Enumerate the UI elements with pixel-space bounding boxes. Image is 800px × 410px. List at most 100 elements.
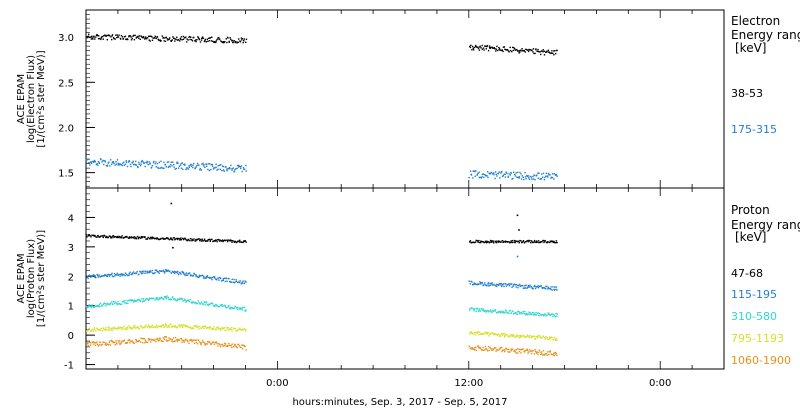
data-point <box>522 348 524 350</box>
data-point <box>239 41 242 43</box>
data-point <box>536 285 539 288</box>
data-point <box>513 335 515 337</box>
data-point <box>506 348 508 351</box>
data-point <box>539 285 541 288</box>
data-point <box>119 237 121 239</box>
data-point <box>212 165 214 167</box>
data-point <box>189 164 191 166</box>
data-point <box>491 47 494 49</box>
data-point <box>122 327 124 329</box>
data-point <box>99 329 102 331</box>
data-point <box>202 162 204 164</box>
data-point <box>236 307 239 309</box>
data-point <box>541 241 543 243</box>
data-point <box>529 312 531 314</box>
data-point <box>478 308 480 310</box>
data-point <box>196 343 199 345</box>
data-point <box>231 307 233 309</box>
data-point <box>489 239 492 242</box>
data-point <box>118 34 120 36</box>
data-point <box>177 162 179 164</box>
data-point <box>236 167 238 170</box>
data-point <box>532 48 535 50</box>
data-point <box>91 341 94 343</box>
data-point <box>101 161 103 163</box>
data-point <box>554 351 556 354</box>
data-point <box>101 36 103 38</box>
data-point <box>491 311 493 314</box>
data-point <box>124 236 127 238</box>
data-point <box>105 236 107 239</box>
data-point <box>471 307 473 309</box>
data-point <box>157 271 159 273</box>
data-point <box>104 302 106 305</box>
data-point <box>505 334 507 336</box>
data-point <box>183 37 186 39</box>
data-point <box>129 299 131 301</box>
data-point <box>550 286 552 288</box>
data-point <box>192 164 194 166</box>
data-point <box>207 341 209 343</box>
data-point <box>542 172 545 175</box>
data-point <box>215 41 217 44</box>
data-point <box>123 36 126 38</box>
data-point <box>555 52 557 55</box>
data-point <box>556 354 558 356</box>
data-point <box>100 235 102 237</box>
data-point <box>128 325 130 327</box>
data-point <box>220 240 223 242</box>
data-point <box>227 305 230 308</box>
data-point <box>226 280 228 282</box>
data-point <box>98 304 101 306</box>
data-point <box>510 172 512 174</box>
data-point <box>510 241 512 243</box>
data-point <box>161 35 163 37</box>
data-point <box>521 313 523 315</box>
data-point <box>481 44 483 47</box>
data-point <box>195 238 197 241</box>
series-1060-1900 <box>86 336 558 357</box>
data-point <box>154 163 156 165</box>
data-point <box>106 39 108 41</box>
data-point <box>495 48 497 50</box>
data-point <box>512 46 514 49</box>
data-point <box>94 38 96 40</box>
data-point <box>123 236 126 239</box>
data-point <box>491 284 493 286</box>
data-point <box>520 49 522 51</box>
data-point <box>538 312 541 315</box>
data-point <box>504 312 506 314</box>
data-point <box>91 275 93 277</box>
data-point <box>188 166 191 168</box>
data-point <box>222 41 225 43</box>
data-point <box>176 338 178 341</box>
data-point <box>116 36 119 38</box>
data-point <box>169 323 171 326</box>
data-point <box>539 177 542 180</box>
data-point <box>146 37 149 39</box>
data-point <box>144 236 146 238</box>
data-point <box>125 302 127 304</box>
data-point <box>129 236 131 238</box>
data-point <box>473 310 475 312</box>
data-point <box>231 168 233 170</box>
data-point <box>144 339 146 341</box>
data-point <box>186 167 188 170</box>
data-point <box>486 45 489 47</box>
y-axis-label-line: log(Electron Flux) <box>26 55 37 143</box>
data-point <box>173 297 176 300</box>
data-point <box>119 273 122 275</box>
data-point <box>142 272 144 274</box>
data-point <box>511 241 514 244</box>
data-point <box>542 287 545 289</box>
data-point <box>542 335 544 337</box>
data-point <box>88 33 90 36</box>
data-point <box>174 38 176 40</box>
data-point <box>172 36 174 38</box>
data-point <box>523 312 525 315</box>
data-point <box>215 328 217 331</box>
data-point <box>176 162 178 165</box>
data-point <box>118 303 120 305</box>
data-point <box>110 273 113 276</box>
data-point <box>469 240 472 242</box>
